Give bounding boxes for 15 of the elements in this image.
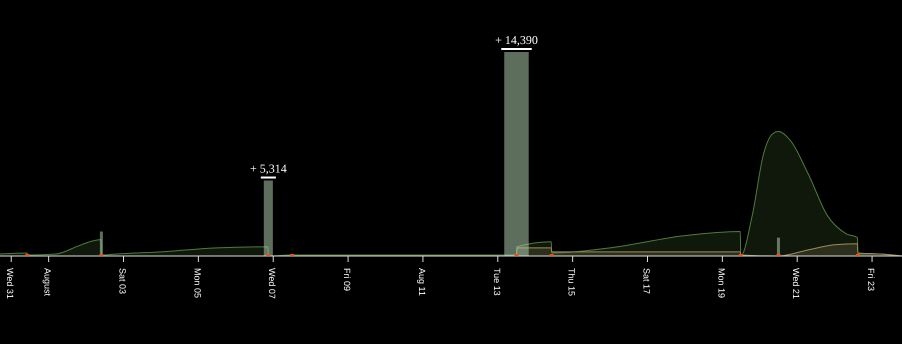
x-tick-label: Fri 09 bbox=[342, 268, 352, 292]
annotation: + 14,390 bbox=[495, 33, 538, 47]
x-tick-label: Wed 31 bbox=[5, 268, 16, 299]
x-tick-label: Mon 19 bbox=[716, 268, 726, 298]
x-tick-label: Thu 15 bbox=[566, 268, 577, 296]
x-tick-label: Sat 03 bbox=[118, 268, 128, 294]
x-tick-label: Tue 13 bbox=[492, 268, 502, 296]
x-tick-label: Mon 05 bbox=[192, 268, 202, 298]
x-tick-label: Wed 21 bbox=[791, 268, 802, 299]
x-tick-label: Wed 07 bbox=[267, 268, 278, 299]
annotation: + 5,314 bbox=[250, 162, 287, 176]
x-tick-label: Sat 17 bbox=[641, 268, 652, 294]
x-tick-label: Fri 23 bbox=[866, 268, 876, 292]
x-tick-label: Aug 11 bbox=[416, 268, 427, 296]
x-tick-label: August bbox=[42, 268, 53, 297]
